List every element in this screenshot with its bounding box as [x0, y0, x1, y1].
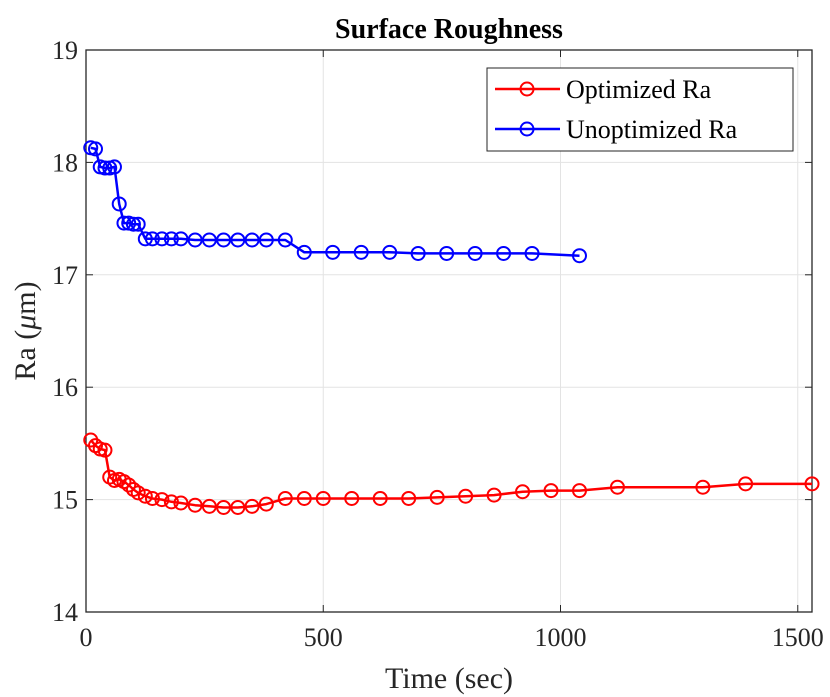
data-point-optimized-ra-24 [315, 490, 331, 506]
data-point-optimized-ra-26 [372, 490, 388, 506]
legend-marker-unoptimized [519, 121, 535, 137]
data-point-unoptimized-ra-26 [382, 244, 398, 260]
data-point-optimized-ra-13 [154, 492, 170, 508]
data-point-optimized-ra-8 [121, 477, 137, 493]
data-point-unoptimized-ra-20 [244, 232, 260, 248]
data-point-optimized-ra-19 [230, 499, 246, 515]
data-point-unoptimized-ra-5 [106, 159, 122, 175]
legend-label-unoptimized: Unoptimized Ra [566, 115, 738, 144]
plot-area [85, 49, 813, 613]
data-point-unoptimized-ra-12 [144, 231, 160, 247]
data-point-optimized-ra-18 [216, 499, 232, 515]
data-point-unoptimized-ra-21 [258, 232, 274, 248]
data-point-unoptimized-ra-1 [87, 141, 103, 157]
data-point-unoptimized-ra-32 [571, 248, 587, 264]
legend-box [486, 67, 794, 152]
data-point-optimized-ra-17 [201, 498, 217, 514]
data-point-unoptimized-ra-30 [496, 245, 512, 261]
data-point-optimized-ra-23 [296, 490, 312, 506]
y-tick-label-18: 18 [52, 148, 78, 177]
data-point-optimized-ra-30 [486, 487, 502, 503]
data-point-unoptimized-ra-25 [353, 244, 369, 260]
data-point-unoptimized-ra-31 [524, 245, 540, 261]
series-line-unoptimized-ra [90, 146, 580, 257]
x-tick-label-0: 0 [80, 623, 93, 652]
data-point-optimized-ra-12 [144, 490, 160, 506]
series-line-optimized-ra [89, 439, 812, 509]
data-point-unoptimized-ra-18 [216, 232, 232, 248]
data-point-unoptimized-ra-23 [296, 244, 312, 260]
data-point-optimized-ra-22 [277, 490, 293, 506]
data-point-unoptimized-ra-22 [277, 232, 293, 248]
y-tick-label-16: 16 [52, 373, 78, 402]
y-axis-title-prefix: Ra ( [9, 330, 42, 381]
data-point-optimized-ra-14 [163, 494, 179, 510]
data-point-unoptimized-ra-14 [163, 231, 179, 247]
data-point-unoptimized-ra-9 [125, 216, 141, 232]
legend-marker-optimized [519, 81, 535, 97]
legend-label-optimized: Optimized Ra [566, 75, 712, 104]
data-point-unoptimized-ra-24 [325, 244, 341, 260]
data-point-unoptimized-ra-3 [97, 160, 113, 176]
x-tick-label-500: 500 [304, 623, 343, 652]
data-point-unoptimized-ra-15 [173, 231, 189, 247]
data-point-optimized-ra-16 [187, 497, 203, 513]
x-axis-title: Time (sec) [385, 662, 513, 695]
y-tick-label-17: 17 [52, 261, 78, 290]
data-point-unoptimized-ra-29 [467, 245, 483, 261]
y-axis-title-suffix: m) [9, 281, 42, 314]
chart-title: Surface Roughness [335, 14, 563, 45]
data-point-optimized-ra-37 [804, 476, 820, 492]
legend: Optimized Ra Unoptimized Ra [486, 67, 794, 152]
data-point-optimized-ra-32 [543, 483, 559, 499]
y-axis-title: Ra (μm) [9, 281, 42, 380]
data-point-optimized-ra-20 [244, 498, 260, 514]
data-point-optimized-ra-35 [695, 479, 711, 495]
x-tick-label-1000: 1000 [535, 623, 587, 652]
x-tick-label-1500: 1500 [772, 623, 824, 652]
y-tick-label-14: 14 [52, 598, 78, 627]
data-point-optimized-ra-3 [97, 442, 113, 458]
data-point-optimized-ra-27 [401, 490, 417, 506]
data-point-optimized-ra-33 [571, 483, 587, 499]
series-layer [83, 140, 820, 515]
data-point-optimized-ra-21 [258, 496, 274, 512]
data-point-optimized-ra-36 [738, 476, 754, 492]
data-point-optimized-ra-25 [344, 490, 360, 506]
y-tick-label-15: 15 [52, 486, 78, 515]
data-point-unoptimized-ra-11 [137, 231, 153, 247]
data-point-optimized-ra-34 [609, 479, 625, 495]
data-point-unoptimized-ra-13 [154, 231, 170, 247]
data-point-unoptimized-ra-10 [130, 216, 146, 232]
data-point-optimized-ra-31 [515, 484, 531, 500]
data-point-optimized-ra-10 [130, 485, 146, 501]
data-point-unoptimized-ra-28 [439, 245, 455, 261]
y-axis-title-mu: μ [9, 315, 42, 331]
data-point-optimized-ra-28 [429, 489, 445, 505]
data-point-unoptimized-ra-27 [410, 245, 426, 261]
data-point-unoptimized-ra-19 [230, 232, 246, 248]
data-point-unoptimized-ra-16 [187, 232, 203, 248]
data-point-optimized-ra-15 [173, 495, 189, 511]
data-point-optimized-ra-11 [137, 488, 153, 504]
y-tick-label-19: 19 [52, 36, 78, 65]
data-point-unoptimized-ra-7 [116, 215, 132, 231]
data-point-unoptimized-ra-17 [201, 232, 217, 248]
data-point-optimized-ra-29 [458, 488, 474, 504]
data-point-unoptimized-ra-6 [111, 196, 127, 212]
tick-layer: 0 500 1000 1500 14 15 16 17 18 19 [52, 36, 824, 652]
